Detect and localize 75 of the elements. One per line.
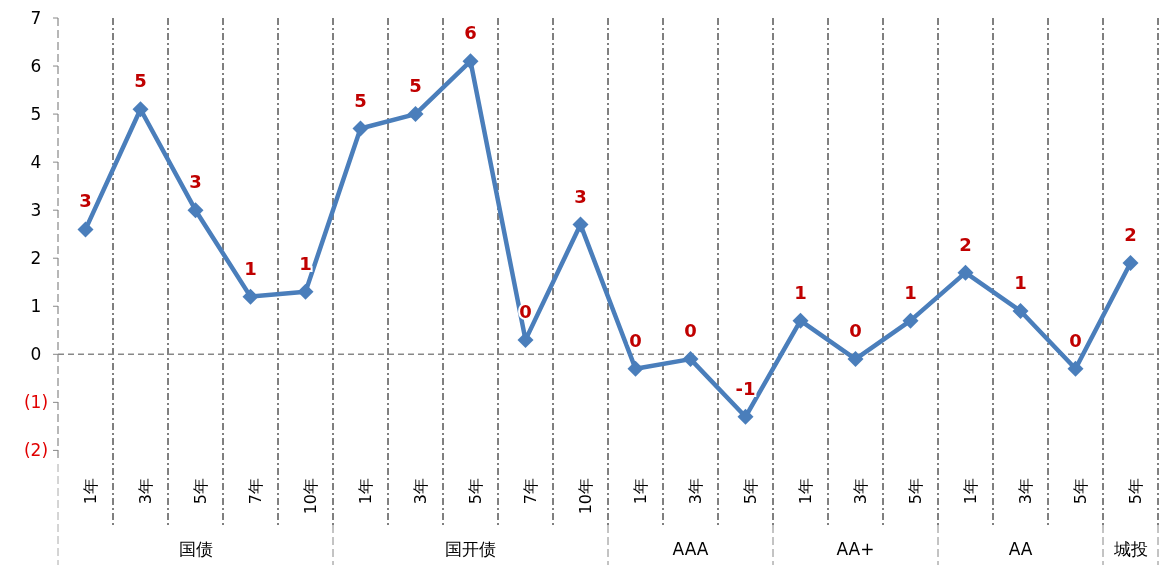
point <box>1122 255 1139 272</box>
data-label: 3 <box>574 185 587 207</box>
text: AA+ <box>836 539 875 559</box>
data-label: 1 <box>244 257 257 279</box>
data-label: 5 <box>134 70 147 92</box>
point <box>847 351 864 368</box>
point <box>352 120 369 137</box>
data-label: 5 <box>409 75 422 97</box>
data-label: 0 <box>1069 329 1082 351</box>
x-tick-label: 5年 <box>741 478 760 505</box>
y-tick-label: 0 <box>30 344 42 365</box>
point <box>1012 303 1029 320</box>
y-tick-label: 4 <box>30 152 42 173</box>
data-label: 0 <box>849 320 862 342</box>
y-tick-label: 7 <box>30 8 42 28</box>
point <box>957 264 974 281</box>
point <box>242 288 259 305</box>
data-label: 2 <box>1124 224 1137 246</box>
data-label: 3 <box>189 171 202 193</box>
x-tick-label: 1年 <box>356 478 375 505</box>
x-tick-label: 10年 <box>576 478 595 515</box>
y-tick-label: 6 <box>30 56 42 77</box>
x-tick-label: 7年 <box>246 478 265 505</box>
point <box>407 106 424 123</box>
x-tick-label: 3年 <box>851 478 870 505</box>
y-tick-label: 1 <box>30 296 42 317</box>
y-tick-label: 3 <box>30 200 42 221</box>
x-tick-label: 1年 <box>796 478 815 505</box>
data-label: 0 <box>629 329 642 351</box>
text: AAA <box>672 539 709 559</box>
data-label: 3 <box>79 190 92 212</box>
text: 国债 <box>178 539 213 559</box>
point <box>132 101 149 118</box>
data-label: 1 <box>299 252 312 274</box>
y-tick-label: 5 <box>30 104 42 125</box>
data-label: 1 <box>904 281 917 303</box>
y-tick-label: 2 <box>30 248 42 269</box>
x-tick-label: 5年 <box>1071 478 1090 505</box>
point <box>737 408 754 425</box>
data-label: 0 <box>684 320 697 342</box>
data-label: 5 <box>354 89 367 111</box>
y-tick-label: (2) <box>23 440 49 461</box>
x-tick-label: 3年 <box>686 478 705 505</box>
x-tick-label: 1年 <box>631 478 650 505</box>
text: 国开债 <box>445 539 496 559</box>
point <box>187 202 204 219</box>
x-tick-label: 3年 <box>411 478 430 505</box>
point <box>297 283 314 300</box>
x-tick-label: 10年 <box>301 478 320 515</box>
text: AA <box>1008 539 1033 559</box>
point <box>682 351 699 368</box>
data-label: 2 <box>959 233 972 255</box>
point <box>792 312 809 329</box>
text: 城投 <box>1112 539 1148 559</box>
point <box>572 216 589 233</box>
x-tick-label: 5年 <box>906 478 925 505</box>
data-label: 6 <box>464 22 477 44</box>
point <box>77 221 94 238</box>
point <box>462 53 479 70</box>
point <box>627 360 644 377</box>
point <box>517 331 534 348</box>
x-tick-label: 5年 <box>1126 478 1145 505</box>
x-tick-label: 1年 <box>961 478 980 505</box>
x-tick-label: 5年 <box>466 478 485 505</box>
data-label: -1 <box>735 377 756 399</box>
x-tick-label: 3年 <box>1016 478 1035 505</box>
data-label: 1 <box>1014 272 1027 294</box>
point <box>1067 360 1084 377</box>
data-label: 1 <box>794 281 807 303</box>
x-tick-label: 7年 <box>521 478 540 505</box>
y-tick-label: (1) <box>23 392 49 413</box>
x-tick-label: 1年 <box>81 478 100 505</box>
x-tick-label: 5年 <box>191 478 210 505</box>
x-tick-label: 3年 <box>136 478 155 505</box>
point <box>902 312 919 329</box>
